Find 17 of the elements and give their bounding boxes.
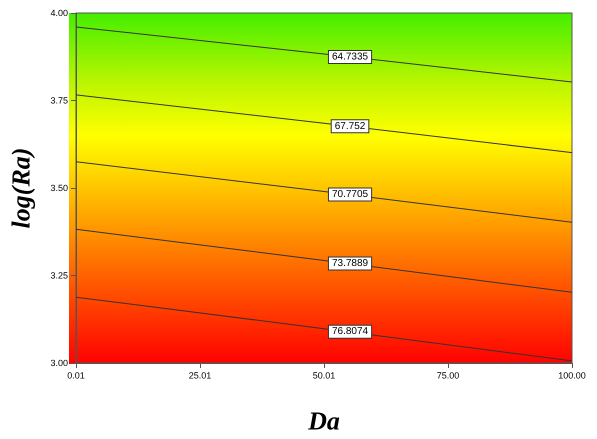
x-tick-label: 75.00 bbox=[436, 370, 460, 380]
x-tick-label: 100.00 bbox=[558, 370, 586, 380]
x-tick-label: 0.01 bbox=[67, 370, 85, 380]
y-tick-label: 3.00 bbox=[50, 358, 68, 368]
series-label: 64.7335 bbox=[332, 51, 369, 62]
series-label: 70.7705 bbox=[332, 189, 369, 200]
x-axis-title: Da bbox=[307, 406, 340, 436]
y-tick-label: 3.50 bbox=[50, 183, 68, 193]
y-axis-title: log(Ra) bbox=[6, 148, 36, 228]
series-label: 76.8074 bbox=[332, 326, 369, 338]
series-label: 67.752 bbox=[334, 120, 366, 132]
series-label: 73.7889 bbox=[332, 258, 369, 269]
x-tick-label: 50.01 bbox=[312, 370, 336, 380]
y-tick-label: 3.25 bbox=[50, 270, 68, 280]
y-tick-label: 3.75 bbox=[50, 96, 68, 106]
x-tick-label: 25.01 bbox=[188, 370, 212, 380]
y-tick-label: 4.00 bbox=[50, 8, 68, 18]
